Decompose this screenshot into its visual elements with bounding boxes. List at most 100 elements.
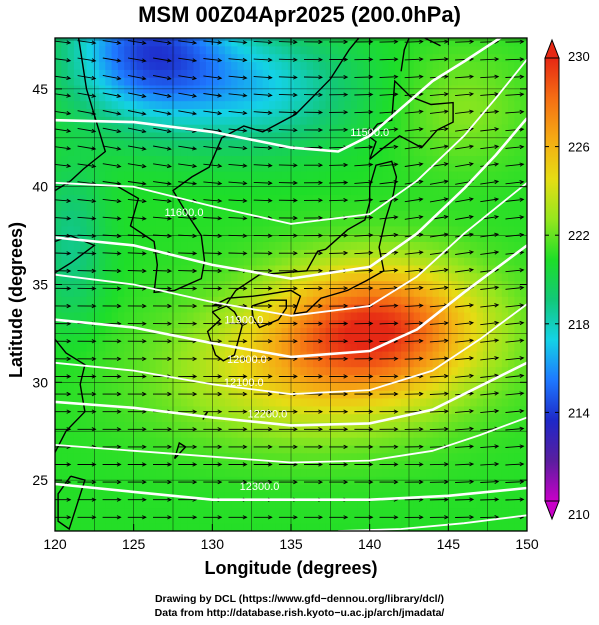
field-cell [187,296,195,305]
field-cell [73,194,81,203]
field-cell [199,351,207,360]
field-cell [168,468,176,477]
field-cell [73,210,81,219]
field-cell [520,429,527,438]
field-cell [432,515,440,524]
field-cell [231,100,239,109]
field-cell [482,163,490,172]
field-cell [212,335,220,344]
field-cell [363,38,371,39]
field-cell [237,366,245,376]
field-cell [231,484,239,493]
field-cell [124,38,132,39]
field-cell [180,304,188,313]
field-cell [199,444,207,454]
field-cell [445,390,453,399]
field-cell [73,202,81,211]
field-cell [281,413,289,422]
field-cell [376,38,383,39]
field-cell [413,210,421,219]
field-cell [357,139,364,149]
field-cell [99,523,106,531]
field-cell [124,163,132,172]
field-cell [319,335,327,344]
field-cell [438,100,446,109]
field-cell [206,484,213,493]
field-cell [438,61,446,70]
field-cell [501,523,509,531]
field-cell [344,366,352,376]
field-cell [187,131,195,141]
field-cell [514,311,522,321]
field-cell [243,45,251,55]
field-cell [489,351,497,360]
field-cell [520,437,527,446]
field-cell [319,429,327,438]
field-cell [482,100,490,109]
field-cell [275,233,283,242]
field-cell [281,163,289,172]
field-cell [61,288,69,297]
field-cell [143,178,150,188]
field-cell [287,147,295,156]
field-cell [124,398,132,407]
field-cell [495,398,503,407]
field-cell [451,178,459,188]
field-cell [407,241,415,250]
field-cell [508,116,515,125]
field-cell [319,210,327,219]
field-cell [269,225,276,235]
field-cell [55,100,62,109]
field-cell [124,92,132,102]
field-cell [501,319,509,329]
field-cell [117,155,125,164]
field-cell [86,92,94,102]
field-cell [275,460,283,469]
field-cell [413,421,421,430]
field-cell [250,296,257,305]
field-cell [363,374,371,383]
field-cell [376,61,383,70]
field-cell [451,218,459,227]
coastline-segment [117,38,360,294]
field-cell [489,147,497,156]
field-cell [149,77,157,86]
field-cell [489,452,497,462]
field-cell [224,264,232,274]
field-cell [357,186,364,196]
field-cell [501,131,509,141]
field-cell [338,351,346,360]
field-cell [501,499,509,509]
field-cell [92,233,100,242]
field-cell [313,131,320,141]
field-cell [420,241,427,250]
field-cell [350,171,358,180]
field-cell [67,499,75,509]
field-cell [514,499,522,509]
field-cell [250,272,257,282]
field-cell [136,69,144,78]
field-cell [401,523,408,531]
field-cell [363,398,371,407]
field-cell [319,382,327,391]
field-cell [269,398,276,407]
field-cell [489,171,497,180]
field-cell [357,100,364,109]
field-cell [369,69,377,78]
field-cell [350,421,358,430]
field-cell [426,108,434,117]
field-cell [256,257,264,266]
field-cell [325,108,333,117]
field-cell [451,343,459,352]
field-cell [224,218,232,227]
field-cell [231,155,239,164]
field-cell [168,523,176,531]
field-cell [325,437,333,446]
field-cell [224,92,232,102]
field-cell [136,358,144,368]
field-cell [105,499,113,509]
field-cell [401,382,408,391]
field-cell [237,38,245,39]
field-cell [92,311,100,321]
field-cell [514,351,522,360]
